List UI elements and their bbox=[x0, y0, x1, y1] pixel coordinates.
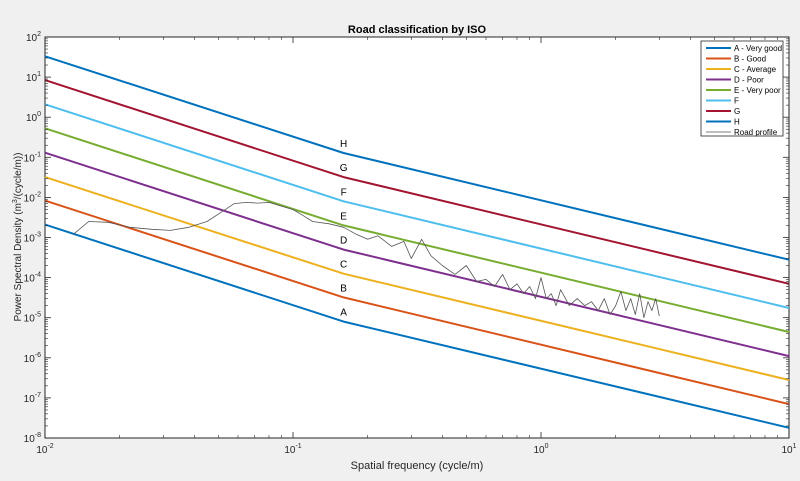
chart-title: Road classification by ISO bbox=[348, 24, 487, 36]
x-tick-label: 101 bbox=[781, 443, 796, 456]
series-label-g: G bbox=[340, 163, 348, 174]
y-tick-label: 101 bbox=[26, 71, 41, 84]
series-label-c-average: C bbox=[340, 260, 347, 271]
legend-entry-f: F bbox=[734, 97, 739, 106]
series-label-d-poor: D bbox=[340, 236, 347, 247]
series-label-h: H bbox=[340, 139, 347, 150]
series-line-b-good bbox=[44, 199, 790, 406]
y-tick-label: 10-2 bbox=[24, 191, 41, 204]
x-tick-label: 100 bbox=[533, 443, 548, 456]
series-line-g bbox=[44, 79, 790, 285]
y-axis-label: Power Spectral Density (m3/(cycle/m)) bbox=[12, 153, 24, 322]
legend-entry-road-profile: Road profile bbox=[734, 128, 778, 137]
y-tick-label: 10-1 bbox=[24, 151, 41, 164]
legend-entry-g: G bbox=[734, 107, 740, 116]
series-line-c-average bbox=[44, 176, 790, 381]
y-tick-label: 100 bbox=[26, 111, 41, 124]
legend-entry-c-average: C - Average bbox=[734, 65, 777, 74]
series-line-h bbox=[44, 55, 790, 261]
series-label-f: F bbox=[341, 187, 347, 198]
y-tick-label: 10-6 bbox=[24, 352, 41, 365]
series-line-f bbox=[44, 103, 790, 309]
tick-labels: 10-2 10-1 100 101 10-8 10-7 10-6 10-5 10-4 10-3 10… bbox=[24, 31, 797, 456]
axis-ticks bbox=[44, 36, 790, 439]
y-tick-label: 10-4 bbox=[24, 272, 41, 285]
x-tick-label: 10-1 bbox=[284, 443, 301, 456]
legend-entry-a-very-good: A - Very good bbox=[734, 44, 782, 53]
series-line-road-profile bbox=[73, 201, 660, 319]
y-tick-label: 102 bbox=[26, 31, 41, 44]
series-labels: A B C D E F G H bbox=[340, 139, 348, 319]
series-label-a-very-good: A bbox=[340, 308, 347, 319]
legend-entry-b-good: B - Good bbox=[734, 55, 766, 64]
plot-area bbox=[44, 36, 790, 439]
series-label-b-good: B bbox=[340, 283, 347, 294]
y-tick-label: 10-3 bbox=[24, 232, 41, 245]
series-label-e-very-poor: E bbox=[340, 211, 347, 222]
series-line-d-poor bbox=[44, 151, 790, 358]
x-axis-label: Spatial frequency (cycle/m) bbox=[351, 460, 484, 472]
series-layer bbox=[44, 55, 790, 429]
y-tick-label: 10-5 bbox=[24, 312, 41, 325]
legend-entry-e-very-poor: E - Very poor bbox=[734, 86, 781, 95]
y-tick-label: 10-7 bbox=[24, 392, 41, 405]
x-tick-label: 10-2 bbox=[36, 443, 53, 456]
legend-entry-h: H bbox=[734, 118, 740, 127]
legend-entry-d-poor: D - Poor bbox=[734, 76, 764, 85]
y-tick-label: 10-8 bbox=[24, 432, 41, 445]
series-line-a-very-good bbox=[44, 223, 790, 429]
legend-box bbox=[700, 40, 784, 137]
